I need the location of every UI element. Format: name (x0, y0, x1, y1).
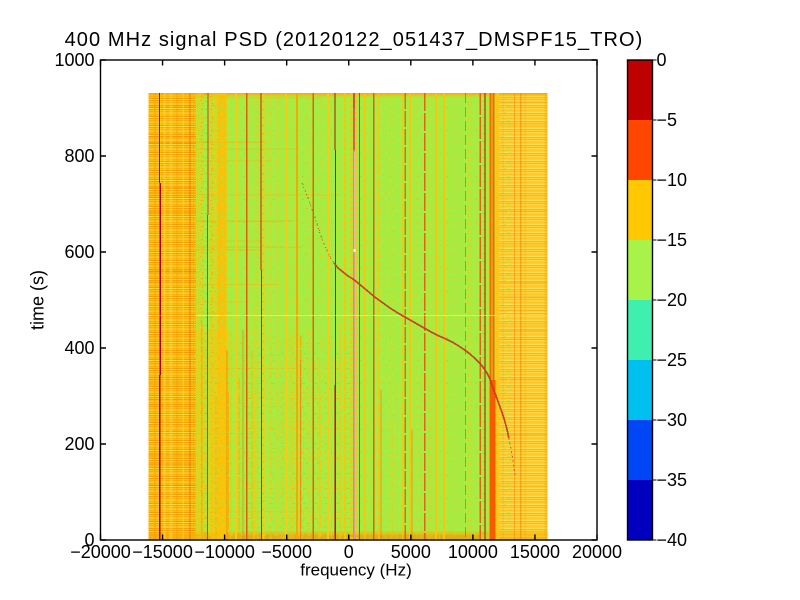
svg-text:−25: −25 (657, 350, 688, 370)
svg-text:−15000: −15000 (132, 542, 193, 562)
svg-text:15000: 15000 (510, 542, 560, 562)
svg-text:0: 0 (344, 542, 354, 562)
svg-text:−20000: −20000 (70, 542, 131, 562)
svg-text:−15: −15 (657, 230, 688, 250)
svg-text:20000: 20000 (572, 542, 622, 562)
svg-text:600: 600 (64, 242, 94, 262)
svg-text:400: 400 (64, 338, 94, 358)
svg-text:frequency (Hz): frequency (Hz) (300, 561, 411, 580)
svg-text:200: 200 (64, 434, 94, 454)
svg-text:−5000: −5000 (261, 542, 312, 562)
svg-text:−5: −5 (657, 110, 678, 130)
svg-text:400 MHz signal PSD (20120122_0: 400 MHz signal PSD (20120122_051437_DMSP… (65, 29, 644, 51)
svg-text:−40: −40 (657, 530, 688, 550)
svg-text:−20: −20 (657, 290, 688, 310)
svg-text:10000: 10000 (448, 542, 498, 562)
svg-text:−30: −30 (657, 410, 688, 430)
svg-text:−10: −10 (657, 170, 688, 190)
svg-text:800: 800 (64, 146, 94, 166)
svg-text:−35: −35 (657, 470, 688, 490)
svg-text:1000: 1000 (54, 50, 94, 70)
svg-text:0: 0 (84, 530, 94, 550)
svg-text:time (s): time (s) (28, 270, 48, 330)
svg-text:5000: 5000 (391, 542, 431, 562)
svg-text:0: 0 (657, 50, 667, 70)
svg-text:−10000: −10000 (194, 542, 255, 562)
